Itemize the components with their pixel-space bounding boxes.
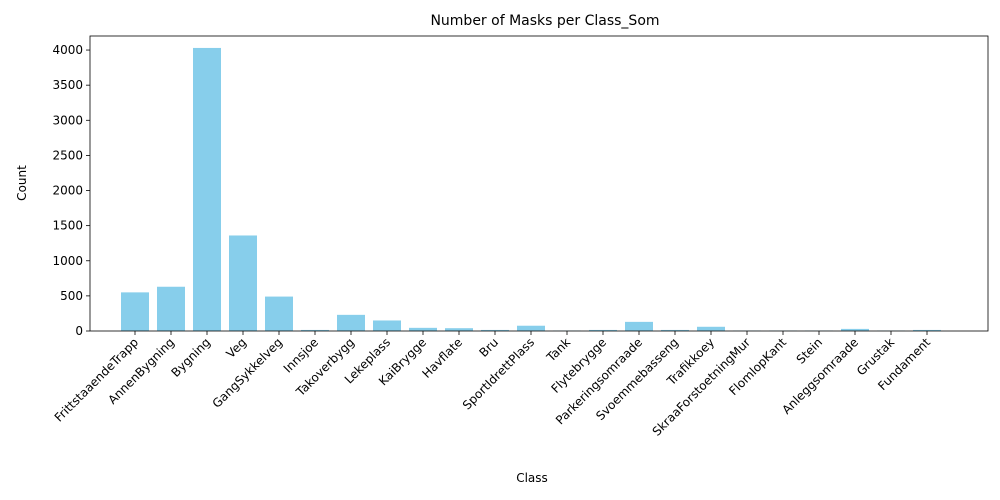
y-tick-label-500: 500 bbox=[60, 289, 83, 303]
y-tick-label-4000: 4000 bbox=[52, 43, 83, 57]
y-tick-label-2000: 2000 bbox=[52, 184, 83, 198]
y-tick-label-2500: 2500 bbox=[52, 148, 83, 162]
y-tick-label-1000: 1000 bbox=[52, 254, 83, 268]
x-tick-label-stein: Stein bbox=[794, 335, 826, 367]
bar-sportidrettplass bbox=[517, 325, 545, 331]
bar-havflate bbox=[445, 328, 473, 331]
bar-parkeringsomraade bbox=[625, 321, 653, 331]
y-tick-label-1500: 1500 bbox=[52, 219, 83, 233]
bar-takoverbygg bbox=[337, 314, 365, 331]
bars-group bbox=[121, 47, 941, 331]
chart-title: Number of Masks per Class_Som bbox=[430, 13, 659, 29]
bar-lekeplass bbox=[373, 320, 401, 331]
y-axis-label: Count bbox=[15, 165, 29, 201]
x-tick-label-havflate: Havflate bbox=[420, 335, 466, 381]
bar-trafikkoey bbox=[697, 326, 725, 331]
x-axis-label: Class bbox=[516, 471, 548, 485]
bar-fundament bbox=[913, 329, 941, 331]
bar-veg bbox=[229, 235, 257, 331]
plot-frame bbox=[89, 35, 989, 332]
bar-bru bbox=[481, 329, 509, 331]
x-tick-label-bru: Bru bbox=[477, 335, 502, 360]
x-tick-label-annenbygning: AnnenBygning bbox=[105, 335, 177, 407]
x-tick-label-tank: Tank bbox=[543, 335, 573, 365]
y-tick-label-3500: 3500 bbox=[52, 78, 83, 92]
bar-gangsykkelveg bbox=[265, 296, 293, 331]
x-tick-label-veg: Veg bbox=[223, 335, 249, 361]
y-axis: 0 500 1000 1500 2000 2500 3000 3500 4000 bbox=[52, 43, 90, 338]
bar-svoemmebasseng bbox=[661, 329, 689, 331]
bar-bygning bbox=[193, 47, 221, 331]
x-tick-label-bygning: Bygning bbox=[168, 335, 213, 380]
bar-annenbygning bbox=[157, 286, 185, 331]
y-tick-label-0: 0 bbox=[75, 324, 83, 338]
bar-anleggsomraade bbox=[841, 328, 869, 331]
bar-kaibrygge bbox=[409, 327, 437, 331]
y-tick-label-3000: 3000 bbox=[52, 113, 83, 127]
bar-innsjoe bbox=[301, 329, 329, 331]
bar-flytebrygge bbox=[589, 329, 617, 331]
bar-frittstaaendetrapp bbox=[121, 292, 149, 331]
